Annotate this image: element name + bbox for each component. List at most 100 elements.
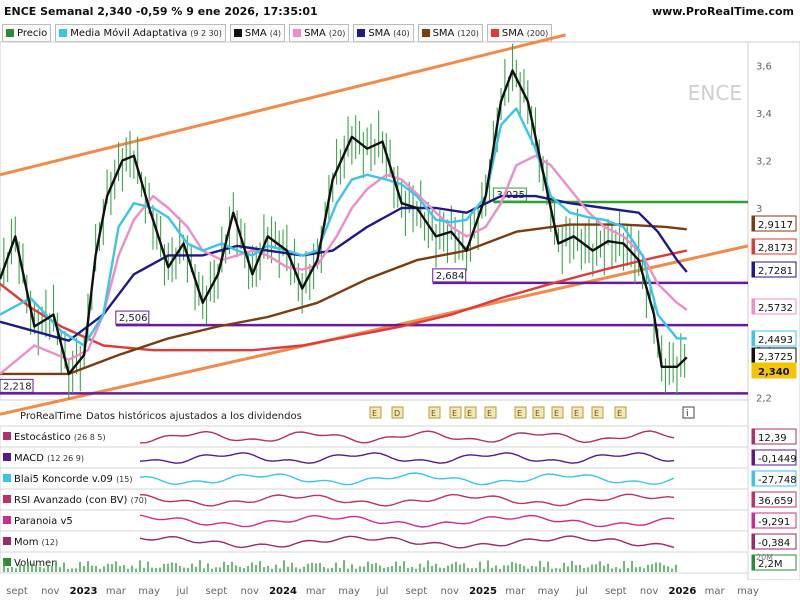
time-axis-tick: may — [538, 586, 560, 597]
indicator-panel — [0, 551, 749, 574]
price-badge-marker — [752, 239, 755, 254]
legend-label: Precio — [17, 27, 48, 39]
time-axis-tick: may — [737, 586, 759, 597]
chart-header: ENCE Semanal 2,340 -0,59 % 9 ene 2026, 1… — [0, 0, 800, 24]
event-marker — [428, 406, 441, 419]
event-marker — [369, 406, 382, 419]
indicator-line — [139, 535, 675, 549]
price-badge: 2,4493 — [751, 330, 797, 347]
legend-swatch — [490, 29, 499, 37]
price-badge-marker — [752, 216, 755, 231]
legend-label: SMA — [432, 27, 455, 39]
indicator-params: (70) — [131, 496, 147, 505]
indicator-value-marker — [752, 492, 755, 507]
series-line — [0, 107, 687, 347]
series-line — [0, 194, 688, 342]
price-badge: 2,5732 — [751, 298, 797, 315]
series-line — [0, 69, 688, 376]
indicator-label: Volumen — [14, 558, 58, 569]
legend-label: SMA — [244, 27, 267, 39]
time-axis-tick: 2025 — [469, 586, 497, 597]
event-letter: E — [452, 409, 457, 418]
time-axis-tick: nov — [640, 586, 658, 597]
time-axis-tick: nov — [440, 586, 458, 597]
watermark: ENCE — [688, 81, 742, 105]
price-badge: 2,340 — [751, 362, 797, 379]
indicator-value: -0,1449 — [758, 454, 797, 465]
price-badge: 2,3725 — [751, 347, 797, 364]
legend-params: (20) — [328, 28, 346, 38]
level-label-box — [432, 268, 467, 283]
legend-label: SMA — [368, 27, 391, 39]
info-letter: i — [686, 409, 689, 419]
indicator-label: Estocástico (26 8 5) — [14, 431, 106, 443]
price-badge-text: 2,5732 — [758, 303, 793, 314]
legend-params: (120) — [457, 28, 479, 38]
price-axis-tick: 3,4 — [756, 109, 772, 120]
legend-swatch — [6, 29, 14, 37]
event-marker — [614, 406, 627, 419]
series-line — [0, 223, 687, 376]
indicator-label: Paranoia v5 — [14, 516, 73, 527]
event-letter: E — [372, 409, 377, 418]
indicator-value: -0,384 — [758, 538, 790, 549]
level-label-box — [115, 310, 150, 325]
indicator-line — [139, 514, 675, 528]
indicator-value-marker — [752, 429, 755, 444]
time-axis-tick: sept — [206, 586, 228, 597]
time-axis — [0, 580, 800, 600]
event-letter: E — [535, 409, 540, 418]
indicator-panel — [0, 509, 749, 532]
level-label-box — [492, 187, 527, 202]
volume-axis-label: 20M — [756, 553, 773, 562]
indicator-icon — [3, 453, 11, 461]
price-badge-text: 2,340 — [758, 367, 790, 378]
level-label-box — [0, 378, 34, 393]
trendline-channel-bottom — [0, 244, 749, 416]
indicator-line — [139, 493, 675, 507]
time-axis-tick: 2023 — [70, 586, 98, 597]
event-marker — [391, 406, 404, 419]
event-marker — [484, 406, 497, 419]
time-axis-tick: mar — [106, 586, 127, 597]
site-link[interactable]: www.ProRealTime.com — [651, 5, 794, 18]
event-marker — [571, 406, 584, 419]
event-marker — [551, 406, 564, 419]
price-panel — [0, 41, 749, 401]
indicator-value-marker — [752, 534, 755, 549]
indicator-icon — [3, 558, 11, 566]
indicator-line — [139, 472, 675, 486]
price-badge-marker — [752, 262, 755, 277]
time-axis-tick: nov — [41, 586, 59, 597]
trendline-channel-top — [0, 33, 566, 177]
price-axis-tick: 2,2 — [756, 394, 772, 405]
indicator-label: RSI Avanzado (con BV) (70) — [14, 495, 147, 506]
chart-title: ENCE Semanal 2,340 -0,59 % 9 ene 2026, 1… — [4, 5, 318, 18]
time-axis-tick: may — [338, 586, 360, 597]
time-axis-tick: nov — [241, 586, 259, 597]
indicator-label: Mom (12) — [14, 537, 58, 548]
indicator-panel — [0, 446, 749, 469]
time-axis-tick: jul — [376, 586, 389, 597]
dividends-note: Datos históricos ajustados a los dividen… — [86, 410, 302, 422]
event-marker — [449, 406, 462, 419]
event-letter: E — [517, 409, 522, 418]
price-badge: 2,7281 — [751, 261, 797, 278]
legend-label: SMA — [304, 27, 326, 39]
legend-swatch — [421, 29, 430, 37]
price-axis-tick: 3,6 — [756, 62, 772, 73]
time-axis-tick: sept — [406, 586, 428, 597]
time-axis-tick: mar — [505, 586, 526, 597]
price-badge-text: 2,8173 — [758, 243, 793, 254]
time-axis-tick: jul — [176, 586, 189, 597]
indicator-value: -27,748 — [758, 475, 797, 486]
indicator-label: Blai5 Koncorde v.09 (15) — [14, 474, 132, 485]
price-axis-tick: 3 — [756, 204, 762, 215]
price-badge-text: 2,3725 — [758, 352, 793, 363]
price-badge-marker — [752, 348, 755, 363]
indicator-value-marker — [752, 555, 755, 570]
event-letter: E — [487, 409, 492, 418]
series-line — [0, 154, 688, 375]
legend-label: SMA — [501, 27, 524, 39]
